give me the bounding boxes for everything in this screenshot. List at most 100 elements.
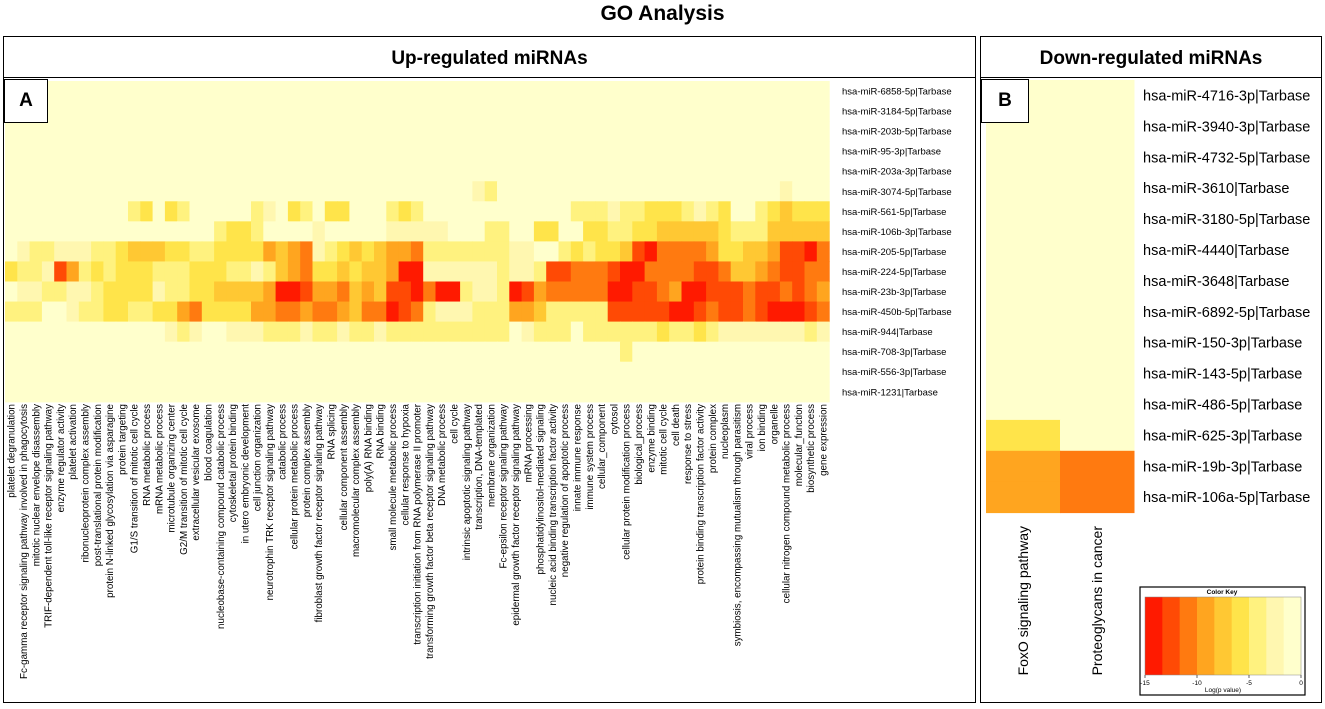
heatmap-a-cell — [374, 301, 387, 323]
heatmap-a-cell — [693, 221, 707, 242]
heatmap-a-column-label: in utero embryonic development — [240, 404, 251, 544]
heatmap-a-cell — [743, 261, 756, 283]
heatmap-a-cell — [5, 141, 18, 162]
heatmap-a-cell — [410, 381, 424, 403]
heatmap-a-cell — [324, 361, 338, 383]
heatmap-a-cell — [472, 241, 486, 263]
heatmap-a-cell — [164, 121, 178, 142]
heatmap-b-column-label: Proteoglycans in cancer — [1089, 526, 1105, 676]
heatmap-a-cell — [201, 201, 215, 222]
heatmap-a-cell — [792, 261, 806, 283]
heatmap-a-cell — [509, 261, 523, 283]
heatmap-a-cell — [816, 81, 830, 102]
heatmap-a-cell — [804, 81, 818, 102]
heatmap-a-cell — [140, 101, 154, 122]
heatmap-a-column-label: ion binding — [757, 404, 768, 451]
heatmap-a-cell — [238, 81, 252, 102]
heatmap-a-cell — [620, 341, 633, 363]
heatmap-a-column-label: poly(A) RNA binding — [363, 404, 374, 492]
heatmap-a-cell — [656, 361, 670, 383]
heatmap-b-cell — [1060, 296, 1135, 328]
heatmap-a-cell — [177, 181, 191, 202]
heatmap-a-cell — [497, 201, 510, 222]
heatmap-a-cell — [521, 281, 535, 303]
heatmap-a-cell — [718, 101, 732, 122]
heatmap-a-cell — [287, 161, 301, 182]
heatmap-a-cell — [410, 301, 424, 323]
heatmap-a-cell — [607, 241, 621, 263]
heatmap-a-cell — [632, 341, 646, 363]
heatmap-a-cell — [275, 101, 289, 122]
heatmap-a-cell — [78, 221, 92, 242]
heatmap-a-cell — [17, 261, 31, 283]
heatmap-a-cell — [755, 161, 769, 182]
heatmap-a-cell — [570, 141, 584, 162]
heatmap-a-cell — [263, 141, 277, 162]
heatmap-a-cell — [595, 161, 609, 182]
heatmap-a-cell — [779, 261, 793, 283]
heatmap-a-cell — [275, 301, 289, 323]
heatmap-a-cell — [669, 121, 683, 142]
heatmap-a-cell — [533, 241, 547, 263]
heatmap-a-cell — [558, 181, 572, 202]
heatmap-a-cell — [164, 161, 178, 182]
heatmap-a-cell — [435, 361, 449, 383]
heatmap-a-cell — [435, 141, 449, 162]
heatmap-a-cell — [128, 341, 141, 363]
heatmap-a-cell — [521, 101, 535, 122]
heatmap-a-cell — [128, 281, 141, 303]
heatmap-a-cell — [41, 241, 55, 263]
heatmap-a-cell — [632, 301, 646, 323]
heatmap-a-cell — [792, 241, 806, 263]
heatmap-a-cell — [681, 221, 695, 242]
heatmap-a-column-label: immune system process — [585, 404, 596, 510]
heatmap-a-row-label: hsa-miR-203b-5p|Tarbase — [842, 127, 952, 138]
heatmap-a-cell — [497, 321, 510, 343]
heatmap-a-cell — [570, 101, 584, 122]
heatmap-a-cell — [374, 121, 387, 142]
heatmap-a-cell — [755, 101, 769, 122]
heatmap-a-cell — [410, 261, 424, 283]
heatmap-a-cell — [607, 141, 621, 162]
heatmap-a-column-label: G2/M transition of mitotic cell cycle — [179, 403, 190, 554]
heatmap-a-cell — [620, 281, 633, 303]
heatmap-a-cell — [398, 261, 412, 283]
heatmap-a-cell — [337, 141, 350, 162]
heatmap-a-cell — [29, 121, 43, 142]
heatmap-a-cell — [595, 301, 609, 323]
heatmap-a-cell — [620, 181, 633, 202]
heatmap-a-cell — [66, 241, 80, 263]
heatmap-a-cell — [656, 181, 670, 202]
heatmap-a-cell — [435, 281, 449, 303]
heatmap-a-cell — [484, 341, 498, 363]
heatmap-a-cell — [41, 321, 55, 343]
heatmap-a-cell — [251, 221, 264, 242]
heatmap-a-cell — [324, 141, 338, 162]
heatmap-a-cell — [214, 221, 227, 242]
heatmap-a-cell — [583, 361, 596, 383]
heatmap-b-cell — [986, 172, 1061, 205]
heatmap-a-cell — [152, 141, 166, 162]
heatmap-b-cell — [986, 358, 1061, 390]
heatmap-a-cell — [644, 381, 658, 403]
heatmap-a-cell — [164, 241, 178, 263]
heatmap-a-cell — [644, 161, 658, 182]
heatmap-a-cell — [91, 181, 104, 202]
heatmap-a-cell — [533, 381, 547, 403]
heatmap-a-cell — [398, 241, 412, 263]
heatmap-a-cell — [115, 101, 129, 122]
heatmap-a-cell — [201, 321, 215, 343]
heatmap-a-cell — [140, 321, 154, 343]
heatmap-a-cell — [767, 161, 781, 182]
heatmap-a-column-label: catabolic process — [277, 404, 288, 480]
heatmap-a-cell — [472, 141, 486, 162]
heatmap-a-cell — [583, 141, 596, 162]
heatmap-a-cell — [177, 361, 191, 383]
heatmap-a-cell — [718, 221, 732, 242]
heatmap-a-cell — [361, 181, 375, 202]
heatmap-a-cell — [595, 381, 609, 403]
heatmap-a-cell — [435, 181, 449, 202]
heatmap-a-cell — [29, 241, 43, 263]
heatmap-a-cell — [349, 181, 363, 202]
heatmap-b-cell — [986, 141, 1061, 174]
